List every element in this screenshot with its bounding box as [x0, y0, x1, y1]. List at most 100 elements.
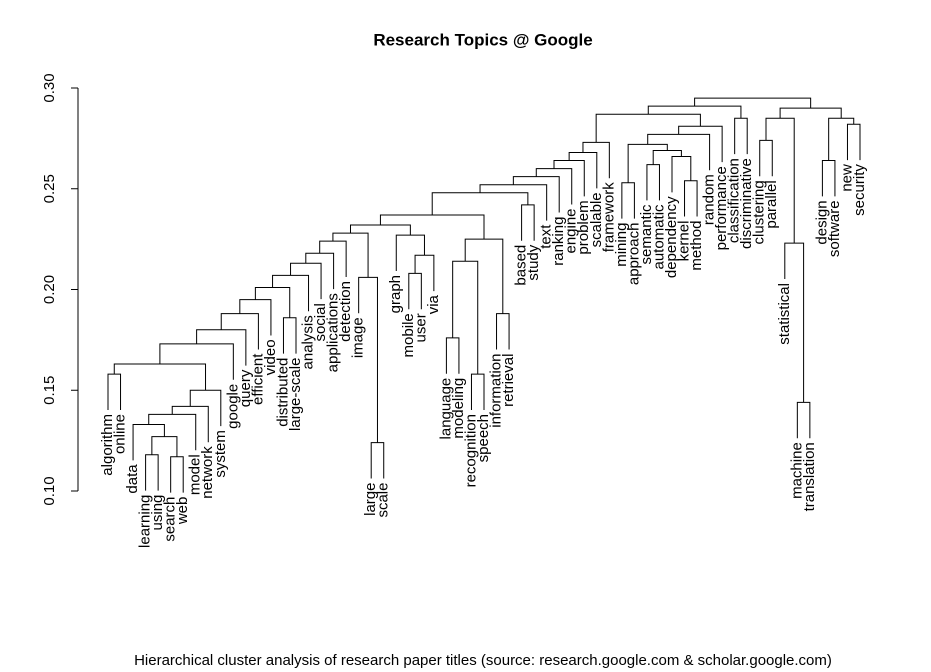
- merge-bracket: [107, 373, 122, 410]
- leaf-label: system: [212, 430, 229, 478]
- merge-bracket: [170, 456, 184, 493]
- leaf-label: social: [312, 303, 329, 341]
- leaf-label: graph: [387, 275, 404, 313]
- merge-bracket: [479, 184, 548, 221]
- merge-bracket: [512, 176, 560, 213]
- merge-bracket: [145, 454, 159, 491]
- leaf-label: classification: [726, 158, 743, 243]
- leaf-label: discriminative: [738, 158, 755, 249]
- leaf-label: text: [538, 224, 555, 249]
- merge-bracket: [445, 337, 460, 374]
- merge-bracket: [254, 286, 291, 318]
- merge-bracket: [647, 105, 742, 119]
- leaf-label: new: [838, 164, 855, 192]
- merge-bracket: [290, 262, 322, 300]
- merge-bracket: [431, 192, 529, 215]
- y-tick-label: 0.30: [41, 73, 58, 102]
- merge-bracket: [535, 168, 573, 205]
- chart-caption: Hierarchical cluster analysis of researc…: [134, 652, 832, 669]
- merge-bracket: [332, 232, 369, 278]
- leaf-label: mobile: [400, 313, 417, 357]
- leaf-label: ranking: [550, 217, 567, 266]
- leaf-label: scale: [375, 483, 392, 518]
- leaf-label: semantic: [638, 204, 655, 265]
- leaf-label: automatic: [650, 204, 667, 270]
- merge-bracket: [148, 413, 197, 451]
- leaf-label: software: [826, 200, 843, 257]
- merge-bracket: [595, 113, 701, 143]
- merge-bracket: [734, 117, 748, 155]
- merge-bracket: [582, 141, 610, 179]
- leaf-label: large: [362, 483, 379, 516]
- leaf-label: speech: [475, 414, 492, 462]
- leaf-label: google: [224, 384, 241, 429]
- merge-bracket: [779, 107, 842, 119]
- leaf-label: parallel: [763, 180, 780, 228]
- leaf-label: search: [162, 497, 179, 542]
- leaf-label: kernel: [676, 221, 693, 262]
- leaf-label: framework: [600, 182, 617, 253]
- merge-bracket: [159, 343, 234, 380]
- merge-bracket: [796, 401, 811, 439]
- leaf-label: mining: [613, 223, 630, 267]
- leaf-label: random: [701, 174, 718, 225]
- leaf-label: study: [525, 244, 542, 280]
- merge-bracket: [568, 151, 598, 189]
- leaf-label: based: [513, 245, 530, 286]
- leaf-label: image: [350, 317, 367, 358]
- leaf-label: language: [437, 378, 454, 440]
- merge-bracket: [684, 180, 698, 217]
- leaf-label: analysis: [300, 315, 317, 369]
- leaf-label: detection: [337, 281, 354, 342]
- merge-bracket: [189, 389, 222, 427]
- merge-bracket: [553, 160, 585, 197]
- y-tick-label: 0.10: [41, 476, 58, 505]
- merge-bracket: [646, 164, 660, 201]
- merge-bracket: [171, 405, 209, 443]
- leaf-label: video: [262, 339, 279, 375]
- merge-bracket: [349, 224, 411, 236]
- merge-bracket: [452, 260, 479, 375]
- merge-bracket: [470, 373, 485, 410]
- leaf-label: translation: [801, 442, 818, 511]
- leaf-label: recognition: [462, 414, 479, 487]
- merge-bracket: [282, 317, 297, 354]
- merge-bracket: [272, 274, 310, 312]
- merge-bracket: [113, 363, 207, 391]
- leaf-label: data: [124, 464, 141, 494]
- leaf-label: retrieval: [500, 354, 517, 407]
- merge-bracket: [319, 240, 347, 278]
- leaf-label: performance: [713, 166, 730, 250]
- leaf-label: engine: [563, 208, 580, 253]
- leaf-label: user: [412, 313, 429, 342]
- merge-bracket: [652, 149, 682, 165]
- merge-bracket: [621, 182, 635, 219]
- leaf-label: problem: [575, 200, 592, 254]
- leaf-label: information: [488, 354, 505, 428]
- leaf-label: security: [851, 164, 868, 216]
- merge-bracket: [370, 442, 385, 479]
- leaf-label: applications: [325, 293, 342, 372]
- merge-bracket: [408, 272, 422, 310]
- leaf-label: learning: [137, 495, 154, 548]
- leaf-label: dependency: [663, 196, 680, 278]
- leaf-label: distributed: [274, 358, 291, 427]
- merge-bracket: [496, 313, 510, 350]
- merge-bracket: [151, 436, 178, 457]
- leaf-label: method: [688, 221, 705, 271]
- leaf-label: design: [813, 200, 830, 244]
- leaf-label: model: [187, 454, 204, 495]
- y-tick-label: 0.25: [41, 174, 58, 203]
- leaf-label: using: [149, 495, 166, 531]
- y-tick-label: 0.15: [41, 376, 58, 405]
- merge-bracket: [694, 97, 812, 109]
- merge-bracket: [759, 139, 773, 177]
- merge-bracket: [671, 156, 692, 193]
- merge-bracket: [821, 160, 836, 197]
- leaf-label: large-scale: [287, 358, 304, 431]
- leaf-label: machine: [788, 442, 805, 499]
- merge-bracket: [521, 204, 535, 241]
- merge-bracket: [846, 123, 861, 161]
